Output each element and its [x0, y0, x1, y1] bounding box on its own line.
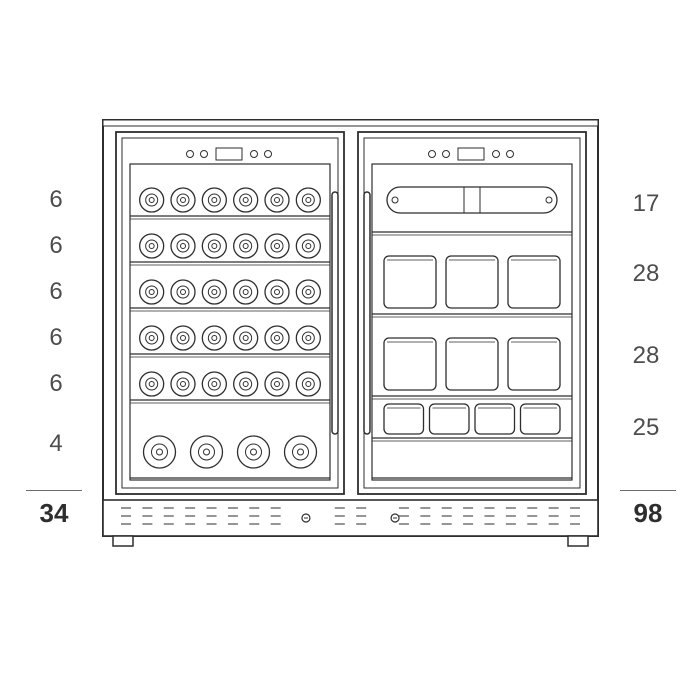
can [384, 256, 436, 308]
left-row-count-3: 6 [26, 324, 86, 352]
can [384, 338, 436, 390]
right-door [358, 132, 586, 494]
foot-left [113, 536, 133, 546]
left-row-count-2: 6 [26, 278, 86, 306]
horizontal-bottle [387, 187, 557, 213]
can [446, 338, 498, 390]
right-total: 98 [618, 498, 678, 529]
left-handle [332, 192, 338, 434]
appliance-diagram [0, 0, 700, 700]
can [508, 256, 560, 308]
base-panel [103, 500, 598, 536]
left-underline [26, 490, 82, 491]
can [475, 404, 515, 434]
can [430, 404, 470, 434]
left-row-count-0: 6 [26, 186, 86, 214]
left-row-count-4: 6 [26, 370, 86, 398]
can [446, 256, 498, 308]
can [384, 404, 424, 434]
right-row-count-2: 28 [616, 342, 676, 370]
left-row-count-5: 4 [26, 430, 86, 458]
right-row-count-3: 25 [616, 414, 676, 442]
can [508, 338, 560, 390]
foot-right [568, 536, 588, 546]
left-total: 34 [24, 498, 84, 529]
left-row-count-1: 6 [26, 232, 86, 260]
right-row-count-1: 28 [616, 260, 676, 288]
right-handle [364, 192, 370, 434]
can [521, 404, 561, 434]
right-underline [620, 490, 676, 491]
right-row-count-0: 17 [616, 190, 676, 218]
